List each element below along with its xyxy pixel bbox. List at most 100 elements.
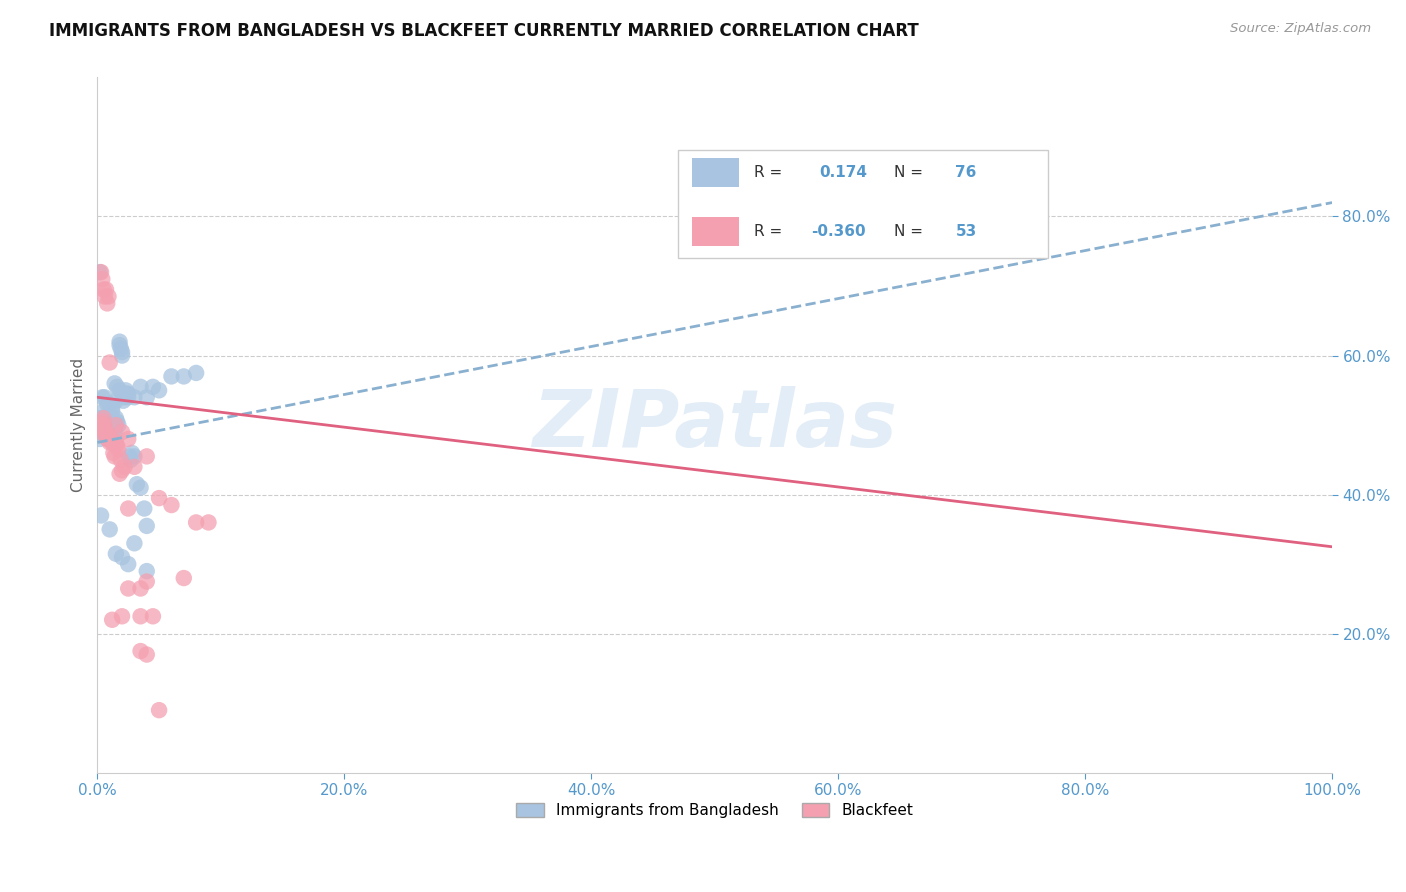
- Point: [124, 390, 146, 404]
- Point: [93, 421, 115, 435]
- Point: [98, 397, 121, 411]
- Text: 53: 53: [956, 224, 977, 239]
- Point: [129, 582, 152, 596]
- Point: [129, 481, 152, 495]
- Point: [135, 519, 157, 533]
- Point: [114, 386, 136, 401]
- Point: [105, 415, 128, 429]
- Point: [93, 404, 115, 418]
- Legend: Immigrants from Bangladesh, Blackfeet: Immigrants from Bangladesh, Blackfeet: [510, 797, 920, 824]
- Point: [98, 435, 121, 450]
- Point: [197, 516, 219, 530]
- Point: [101, 613, 124, 627]
- Text: ZIPatlas: ZIPatlas: [533, 386, 897, 464]
- Point: [94, 411, 117, 425]
- Point: [94, 283, 117, 297]
- Point: [104, 393, 127, 408]
- Point: [94, 418, 117, 433]
- Point: [104, 439, 127, 453]
- Point: [94, 425, 117, 439]
- Point: [115, 386, 138, 401]
- Point: [104, 435, 127, 450]
- Point: [108, 334, 131, 349]
- Point: [125, 477, 148, 491]
- Point: [135, 648, 157, 662]
- Point: [96, 425, 118, 439]
- Point: [142, 380, 165, 394]
- Point: [120, 453, 142, 467]
- Point: [104, 450, 127, 464]
- Point: [94, 421, 117, 435]
- FancyBboxPatch shape: [693, 217, 740, 246]
- Point: [160, 369, 183, 384]
- Point: [96, 296, 118, 310]
- Point: [97, 432, 120, 446]
- Point: [94, 289, 117, 303]
- Text: 76: 76: [956, 165, 977, 180]
- Point: [117, 390, 139, 404]
- Point: [111, 609, 134, 624]
- Point: [124, 450, 146, 464]
- Y-axis label: Currently Married: Currently Married: [72, 358, 86, 492]
- Point: [91, 415, 114, 429]
- Point: [90, 425, 112, 439]
- Point: [135, 390, 157, 404]
- Point: [110, 453, 132, 467]
- Point: [89, 421, 111, 435]
- Point: [89, 432, 111, 446]
- Point: [142, 609, 165, 624]
- Point: [135, 564, 157, 578]
- Point: [105, 439, 128, 453]
- Point: [129, 644, 152, 658]
- Point: [104, 547, 127, 561]
- Point: [117, 501, 139, 516]
- Point: [111, 386, 134, 401]
- Point: [111, 463, 134, 477]
- Point: [108, 384, 131, 398]
- Point: [90, 508, 112, 523]
- Point: [94, 415, 117, 429]
- Point: [104, 421, 127, 435]
- Point: [101, 404, 124, 418]
- Point: [96, 418, 118, 433]
- Point: [94, 390, 117, 404]
- Point: [148, 491, 170, 505]
- Point: [135, 450, 157, 464]
- Point: [110, 342, 132, 356]
- Point: [121, 446, 143, 460]
- Point: [90, 418, 112, 433]
- Point: [105, 380, 128, 394]
- Text: R =: R =: [754, 224, 783, 239]
- Point: [97, 289, 120, 303]
- Point: [91, 390, 114, 404]
- Point: [100, 428, 122, 442]
- Point: [104, 425, 127, 439]
- Text: Source: ZipAtlas.com: Source: ZipAtlas.com: [1230, 22, 1371, 36]
- Point: [114, 390, 136, 404]
- Point: [91, 411, 114, 425]
- Point: [101, 435, 124, 450]
- Text: IMMIGRANTS FROM BANGLADESH VS BLACKFEET CURRENTLY MARRIED CORRELATION CHART: IMMIGRANTS FROM BANGLADESH VS BLACKFEET …: [49, 22, 920, 40]
- Point: [101, 401, 124, 415]
- Point: [117, 582, 139, 596]
- Point: [100, 432, 122, 446]
- Point: [103, 418, 125, 433]
- Point: [111, 550, 134, 565]
- Point: [89, 411, 111, 425]
- Point: [90, 265, 112, 279]
- Point: [87, 418, 110, 433]
- Text: N =: N =: [894, 165, 922, 180]
- Point: [107, 442, 129, 457]
- Point: [118, 450, 141, 464]
- Point: [98, 415, 121, 429]
- Point: [101, 411, 124, 425]
- Point: [112, 393, 135, 408]
- Point: [117, 386, 139, 401]
- Point: [87, 418, 110, 433]
- Point: [93, 428, 115, 442]
- Point: [104, 411, 127, 425]
- Point: [117, 557, 139, 571]
- Point: [98, 522, 121, 536]
- Point: [91, 272, 114, 286]
- Point: [100, 421, 122, 435]
